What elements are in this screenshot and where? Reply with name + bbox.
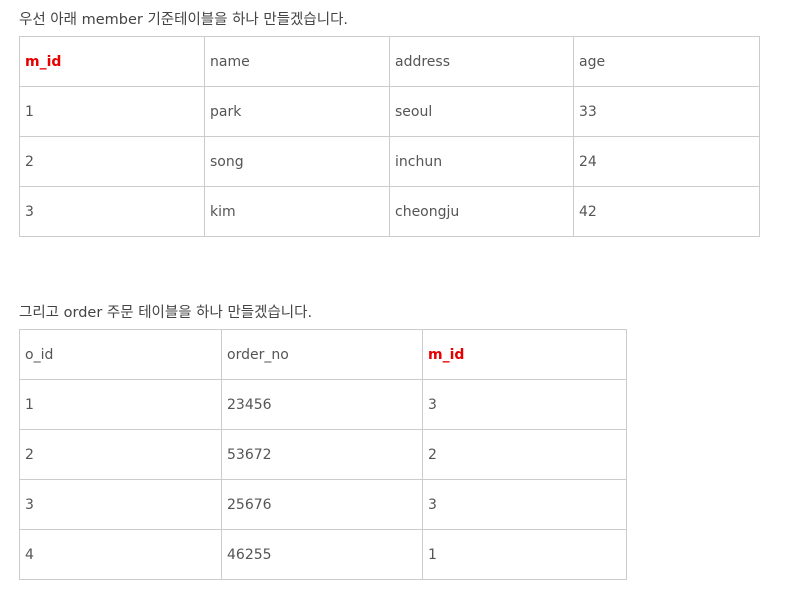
table-cell: 4 (19, 529, 222, 580)
table-cell: cheongju (389, 186, 574, 237)
table-cell: 1 (422, 529, 627, 580)
column-header-address: address (389, 36, 574, 87)
table-cell: 2 (19, 136, 205, 187)
member-table: m_id name address age 1 park seoul 33 2 … (19, 36, 760, 237)
table-row: 2 song inchun 24 (19, 136, 760, 187)
table-cell: 53672 (221, 429, 423, 480)
column-header-name: name (204, 36, 390, 87)
member-table-header-row: m_id name address age (19, 36, 760, 87)
table-cell: inchun (389, 136, 574, 187)
column-header-order-no: order_no (221, 329, 423, 380)
order-table-header-row: o_id order_no m_id (19, 329, 627, 380)
member-table-intro: 우선 아래 member 기준테이블을 하나 만들겠습니다. (19, 12, 349, 28)
table-cell: kim (204, 186, 390, 237)
table-row: 1 23456 3 (19, 379, 627, 430)
table-cell: 3 (19, 479, 222, 530)
table-cell: seoul (389, 86, 574, 137)
order-table: o_id order_no m_id 1 23456 3 2 53672 2 3… (19, 329, 627, 580)
table-cell: 33 (573, 86, 760, 137)
column-header-m-id: m_id (422, 329, 627, 380)
column-header-o-id: o_id (19, 329, 222, 380)
column-header-age: age (573, 36, 760, 87)
table-cell: 1 (19, 379, 222, 430)
table-cell: 3 (19, 186, 205, 237)
table-row: 3 25676 3 (19, 479, 627, 530)
table-row: 3 kim cheongju 42 (19, 186, 760, 237)
table-cell: park (204, 86, 390, 137)
table-cell: 23456 (221, 379, 423, 430)
table-row: 4 46255 1 (19, 529, 627, 580)
table-cell: 2 (422, 429, 627, 480)
order-table-intro: 그리고 order 주문 테이블을 하나 만들겠습니다. (19, 305, 313, 321)
table-cell: 3 (422, 479, 627, 530)
table-cell: 25676 (221, 479, 423, 530)
column-header-m-id: m_id (19, 36, 205, 87)
table-row: 2 53672 2 (19, 429, 627, 480)
table-cell: 3 (422, 379, 627, 430)
table-cell: 24 (573, 136, 760, 187)
table-row: 1 park seoul 33 (19, 86, 760, 137)
table-cell: 46255 (221, 529, 423, 580)
table-cell: song (204, 136, 390, 187)
table-cell: 2 (19, 429, 222, 480)
table-cell: 42 (573, 186, 760, 237)
table-cell: 1 (19, 86, 205, 137)
